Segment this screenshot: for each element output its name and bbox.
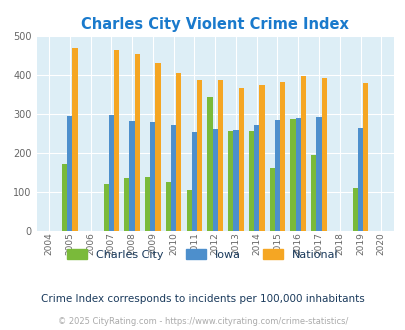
Bar — [124, 179, 129, 231]
Bar — [176, 73, 181, 231]
Bar — [362, 83, 367, 231]
Bar — [315, 116, 321, 231]
Bar — [248, 131, 254, 231]
Bar — [165, 182, 171, 231]
Bar — [155, 63, 160, 231]
Bar — [228, 131, 233, 231]
Bar — [217, 80, 222, 231]
Bar — [150, 121, 155, 231]
Bar — [145, 177, 150, 231]
Bar — [321, 78, 326, 231]
Bar — [300, 77, 305, 231]
Bar — [109, 115, 114, 231]
Text: © 2025 CityRating.com - https://www.cityrating.com/crime-statistics/: © 2025 CityRating.com - https://www.city… — [58, 317, 347, 326]
Title: Charles City Violent Crime Index: Charles City Violent Crime Index — [81, 17, 348, 32]
Bar — [233, 130, 238, 231]
Bar — [295, 118, 300, 231]
Bar — [279, 82, 285, 231]
Bar — [357, 128, 362, 231]
Bar — [254, 125, 259, 231]
Bar — [290, 119, 295, 231]
Bar — [134, 54, 140, 231]
Bar — [191, 132, 196, 231]
Legend: Charles City, Iowa, National: Charles City, Iowa, National — [67, 249, 338, 260]
Bar — [259, 84, 264, 231]
Bar — [274, 120, 279, 231]
Bar — [62, 164, 67, 231]
Bar — [311, 155, 315, 231]
Bar — [129, 121, 134, 231]
Bar — [212, 129, 217, 231]
Bar — [171, 125, 176, 231]
Bar — [196, 80, 202, 231]
Bar — [352, 188, 357, 231]
Bar — [103, 184, 109, 231]
Bar — [114, 50, 119, 231]
Bar — [207, 97, 212, 231]
Bar — [238, 88, 243, 231]
Bar — [72, 49, 77, 231]
Bar — [67, 116, 72, 231]
Text: Crime Index corresponds to incidents per 100,000 inhabitants: Crime Index corresponds to incidents per… — [41, 294, 364, 304]
Bar — [269, 168, 274, 231]
Bar — [186, 190, 191, 231]
